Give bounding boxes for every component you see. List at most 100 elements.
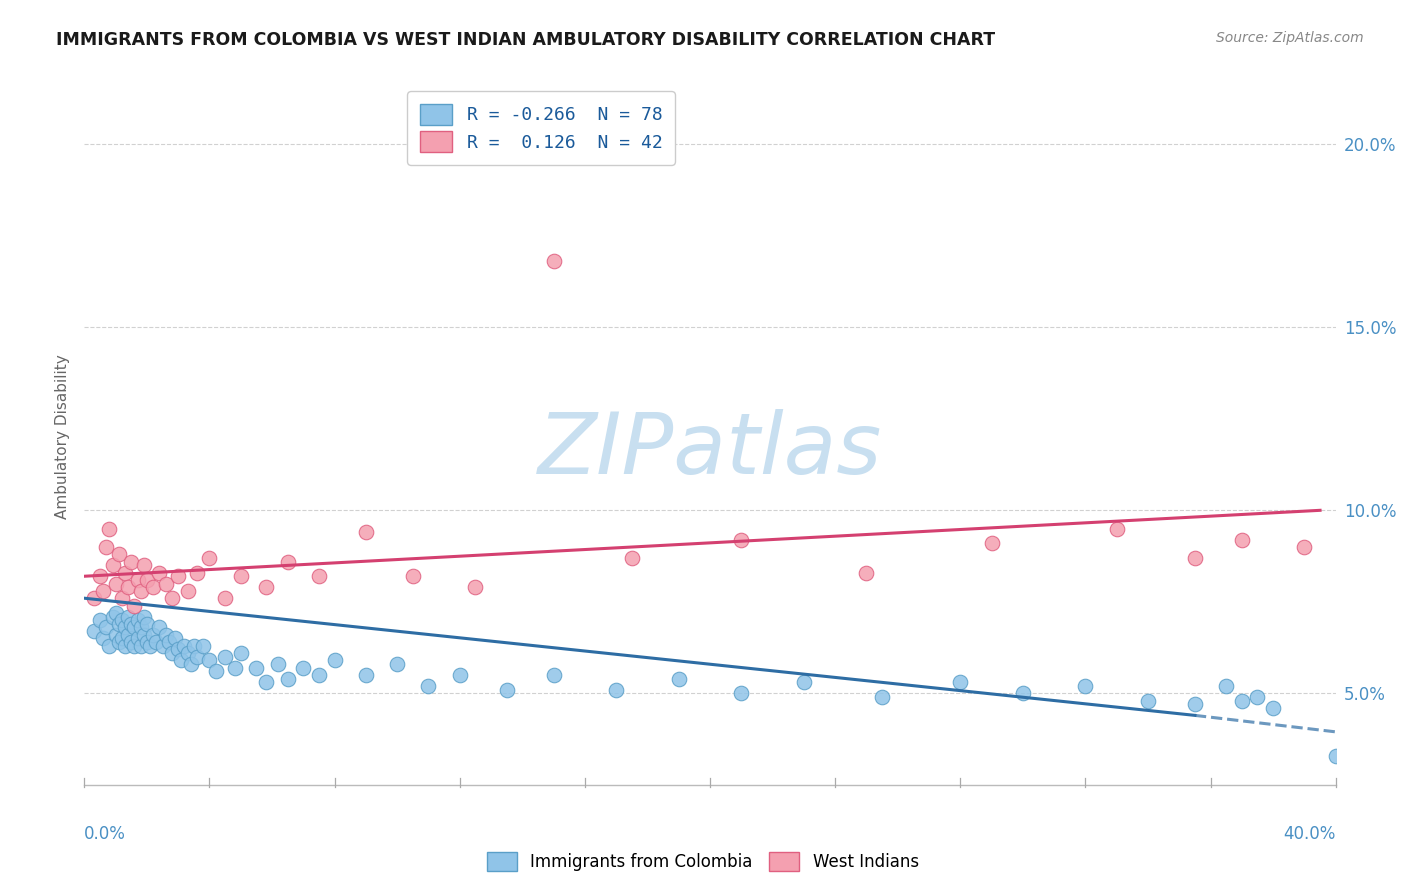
Point bbox=[117, 580, 139, 594]
Point bbox=[245, 661, 267, 675]
Point bbox=[120, 555, 142, 569]
Point bbox=[730, 533, 752, 547]
Point bbox=[142, 628, 165, 642]
Point bbox=[402, 569, 425, 583]
Point bbox=[229, 646, 252, 660]
Point bbox=[1324, 748, 1347, 763]
Point bbox=[180, 657, 202, 672]
Point bbox=[183, 639, 205, 653]
Point bbox=[83, 591, 105, 606]
Point bbox=[155, 628, 177, 642]
Point bbox=[418, 679, 440, 693]
Point bbox=[114, 566, 136, 580]
Point bbox=[107, 616, 129, 631]
Point bbox=[132, 558, 155, 573]
Point bbox=[949, 675, 972, 690]
Point bbox=[229, 569, 252, 583]
Point bbox=[145, 635, 167, 649]
Legend: R = -0.266  N = 78, R =  0.126  N = 42: R = -0.266 N = 78, R = 0.126 N = 42 bbox=[408, 91, 675, 165]
Point bbox=[170, 653, 193, 667]
Point bbox=[254, 580, 277, 594]
Point bbox=[1184, 550, 1206, 565]
Point bbox=[254, 675, 277, 690]
Point bbox=[980, 536, 1002, 550]
Point bbox=[89, 569, 111, 583]
Point bbox=[165, 632, 187, 646]
Point bbox=[668, 672, 690, 686]
Point bbox=[730, 686, 752, 700]
Point bbox=[129, 620, 152, 634]
Point bbox=[136, 573, 159, 587]
Point bbox=[176, 583, 198, 598]
Point bbox=[277, 672, 299, 686]
Point bbox=[1012, 686, 1035, 700]
Point bbox=[129, 639, 152, 653]
Point bbox=[124, 639, 146, 653]
Point bbox=[323, 653, 346, 667]
Y-axis label: Ambulatory Disability: Ambulatory Disability bbox=[55, 355, 70, 519]
Point bbox=[1105, 522, 1128, 536]
Point bbox=[117, 628, 139, 642]
Point bbox=[129, 583, 152, 598]
Point bbox=[157, 635, 180, 649]
Point bbox=[385, 657, 409, 672]
Text: 40.0%: 40.0% bbox=[1284, 825, 1336, 843]
Point bbox=[1263, 701, 1285, 715]
Point bbox=[83, 624, 105, 639]
Point bbox=[193, 639, 215, 653]
Point bbox=[543, 668, 565, 682]
Point bbox=[267, 657, 290, 672]
Point bbox=[354, 525, 377, 540]
Point bbox=[1230, 533, 1253, 547]
Point bbox=[277, 555, 299, 569]
Point bbox=[111, 632, 134, 646]
Point bbox=[91, 632, 114, 646]
Point bbox=[186, 566, 208, 580]
Point bbox=[111, 591, 134, 606]
Point bbox=[1184, 698, 1206, 712]
Point bbox=[136, 635, 159, 649]
Point bbox=[214, 591, 236, 606]
Point bbox=[186, 649, 208, 664]
Point bbox=[136, 616, 159, 631]
Point bbox=[464, 580, 486, 594]
Point bbox=[870, 690, 893, 704]
Point bbox=[160, 591, 183, 606]
Point bbox=[204, 665, 226, 679]
Point bbox=[142, 580, 165, 594]
Text: ZIPatlas: ZIPatlas bbox=[538, 409, 882, 492]
Text: Source: ZipAtlas.com: Source: ZipAtlas.com bbox=[1216, 31, 1364, 45]
Point bbox=[449, 668, 471, 682]
Point bbox=[292, 661, 315, 675]
Text: IMMIGRANTS FROM COLOMBIA VS WEST INDIAN AMBULATORY DISABILITY CORRELATION CHART: IMMIGRANTS FROM COLOMBIA VS WEST INDIAN … bbox=[56, 31, 995, 49]
Point bbox=[198, 653, 221, 667]
Point bbox=[120, 635, 142, 649]
Point bbox=[173, 639, 195, 653]
Point bbox=[101, 558, 124, 573]
Point bbox=[117, 609, 139, 624]
Point bbox=[89, 613, 111, 627]
Point bbox=[354, 668, 377, 682]
Point bbox=[214, 649, 236, 664]
Point bbox=[495, 682, 517, 697]
Point bbox=[101, 609, 124, 624]
Point bbox=[98, 639, 121, 653]
Point bbox=[543, 254, 565, 268]
Legend: Immigrants from Colombia, West Indians: Immigrants from Colombia, West Indians bbox=[479, 843, 927, 880]
Point bbox=[224, 661, 246, 675]
Point bbox=[167, 642, 190, 657]
Point bbox=[152, 639, 174, 653]
Point bbox=[114, 620, 136, 634]
Point bbox=[620, 550, 643, 565]
Point bbox=[793, 675, 815, 690]
Point bbox=[111, 613, 134, 627]
Point bbox=[104, 576, 127, 591]
Point bbox=[127, 632, 149, 646]
Point bbox=[120, 616, 142, 631]
Point bbox=[1215, 679, 1237, 693]
Point bbox=[1294, 540, 1316, 554]
Point bbox=[605, 682, 627, 697]
Point bbox=[1246, 690, 1268, 704]
Point bbox=[96, 540, 118, 554]
Point bbox=[1074, 679, 1097, 693]
